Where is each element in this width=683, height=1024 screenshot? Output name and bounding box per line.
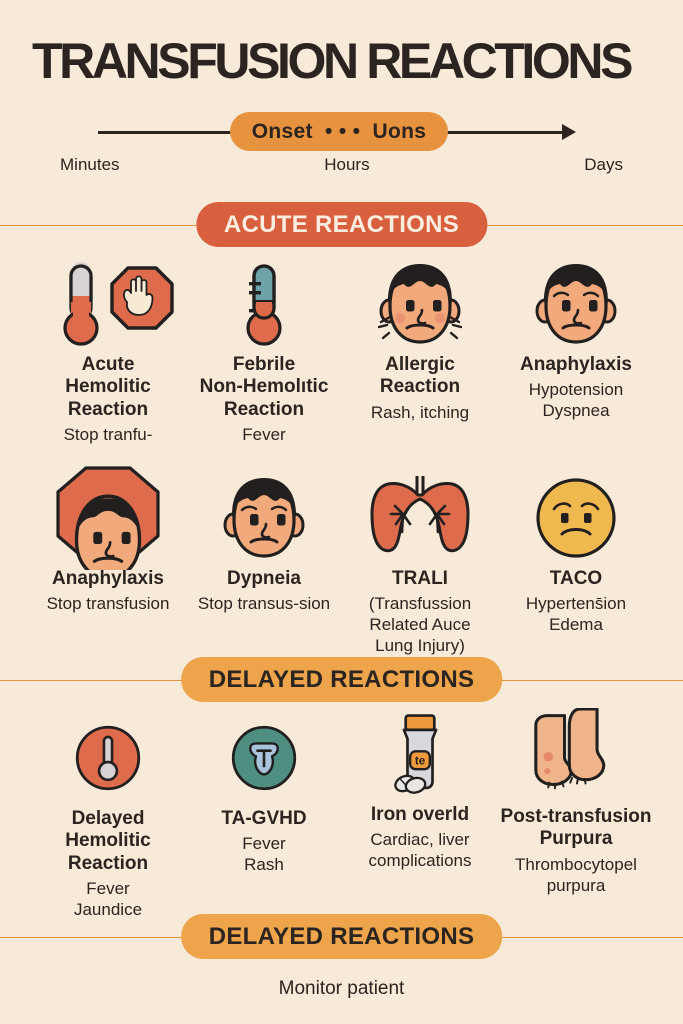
svg-text:te: te (415, 755, 426, 768)
